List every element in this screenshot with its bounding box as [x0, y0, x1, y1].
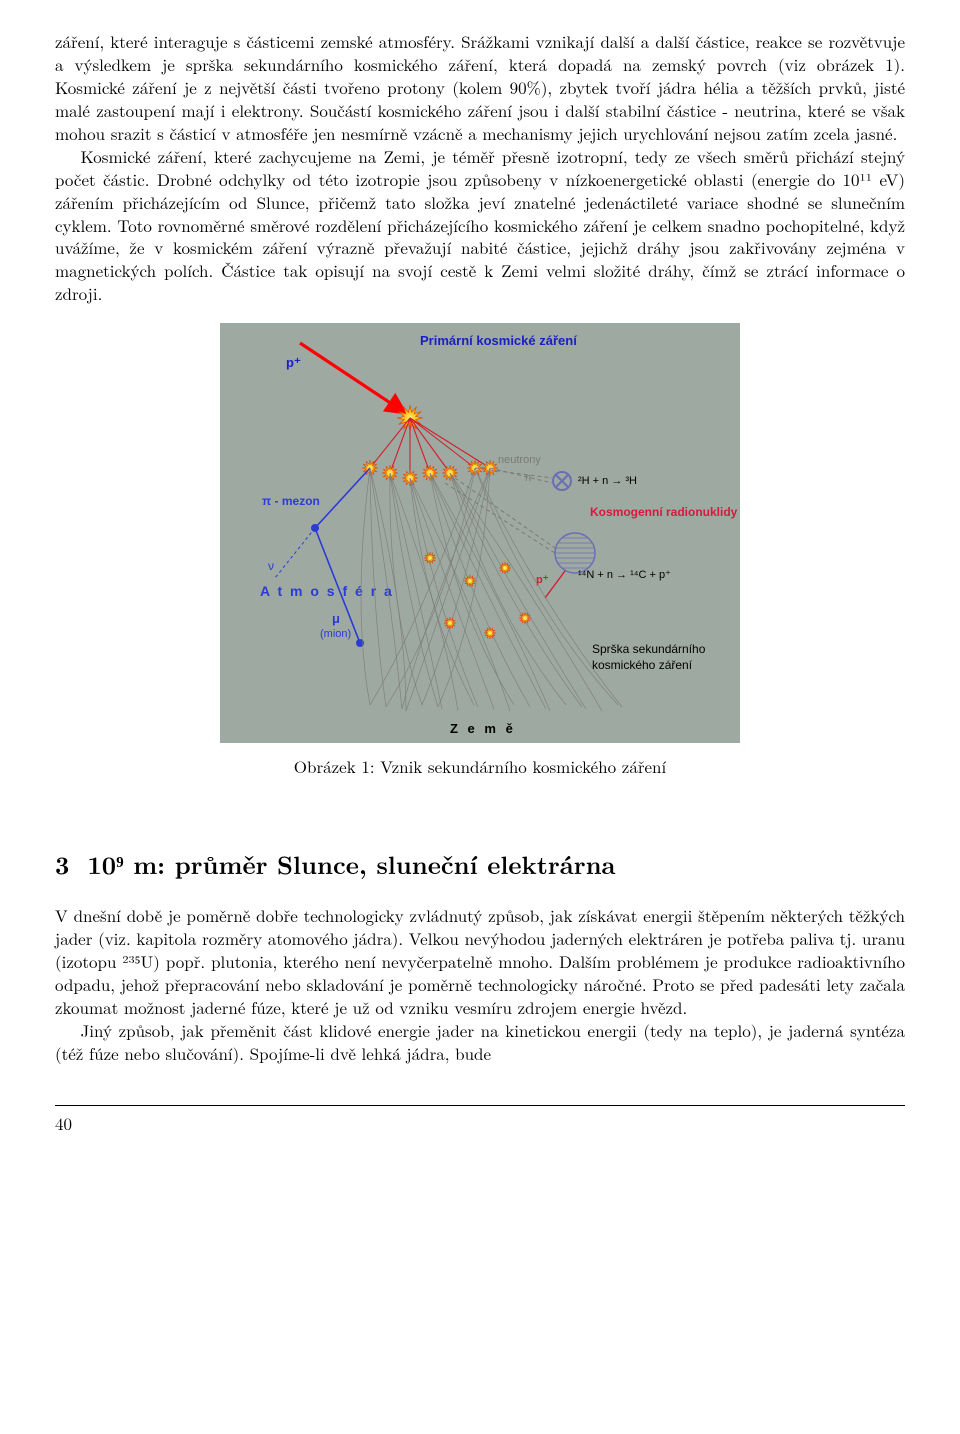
paragraph-4: Jiný způsob, jak přeměnit část klidové e… — [55, 1019, 905, 1065]
svg-text:μ: μ — [332, 611, 340, 626]
page-number: 40 — [55, 1105, 905, 1135]
figure-1: Primární kosmické záření p⁺ π - mezon ν μ (mi… — [55, 323, 905, 778]
paragraph-2: Kosmické záření, které zachycujeme na Ze… — [55, 145, 905, 306]
svg-text:kosmického záření: kosmického záření — [592, 658, 693, 672]
svg-text:(mion): (mion) — [320, 628, 351, 640]
svg-text:ν: ν — [268, 559, 274, 573]
svg-text:neutrony: neutrony — [498, 454, 541, 466]
paragraph-1: záření, které interaguje s částicemi zem… — [55, 30, 905, 145]
svg-text:A t m o s f é r a: A t m o s f é r a — [260, 583, 394, 599]
svg-text:π - mezon: π - mezon — [262, 494, 320, 508]
svg-text:Z e m ě: Z e m ě — [450, 721, 516, 736]
svg-text:n: n — [525, 472, 531, 484]
section-title: 10⁹ m: průměr Slunce, sluneční elektrárn… — [87, 847, 615, 882]
figure-1-caption: Obrázek 1: Vznik sekundárního kosmického… — [55, 755, 905, 778]
svg-text:p⁺: p⁺ — [286, 355, 301, 370]
svg-text:Kosmogenní radionuklidy: Kosmogenní radionuklidy — [590, 505, 738, 519]
svg-text:Sprška sekundárního: Sprška sekundárního — [592, 642, 706, 656]
svg-text:¹⁴N + n → ¹⁴C + p⁺: ¹⁴N + n → ¹⁴C + p⁺ — [578, 569, 671, 581]
paragraph-3: V dnešní době je poměrně dobře technolog… — [55, 904, 905, 1019]
section-number: 3 — [55, 847, 69, 882]
section-heading: 3 10⁹ m: průměr Slunce, sluneční elektrár… — [55, 848, 905, 882]
cosmic-ray-diagram: Primární kosmické záření p⁺ π - mezon ν μ (mi… — [220, 323, 740, 743]
svg-text:²H + n → ³H: ²H + n → ³H — [578, 475, 637, 487]
svg-text:p⁺: p⁺ — [536, 574, 549, 586]
svg-text:Primární kosmické záření: Primární kosmické záření — [420, 333, 577, 348]
